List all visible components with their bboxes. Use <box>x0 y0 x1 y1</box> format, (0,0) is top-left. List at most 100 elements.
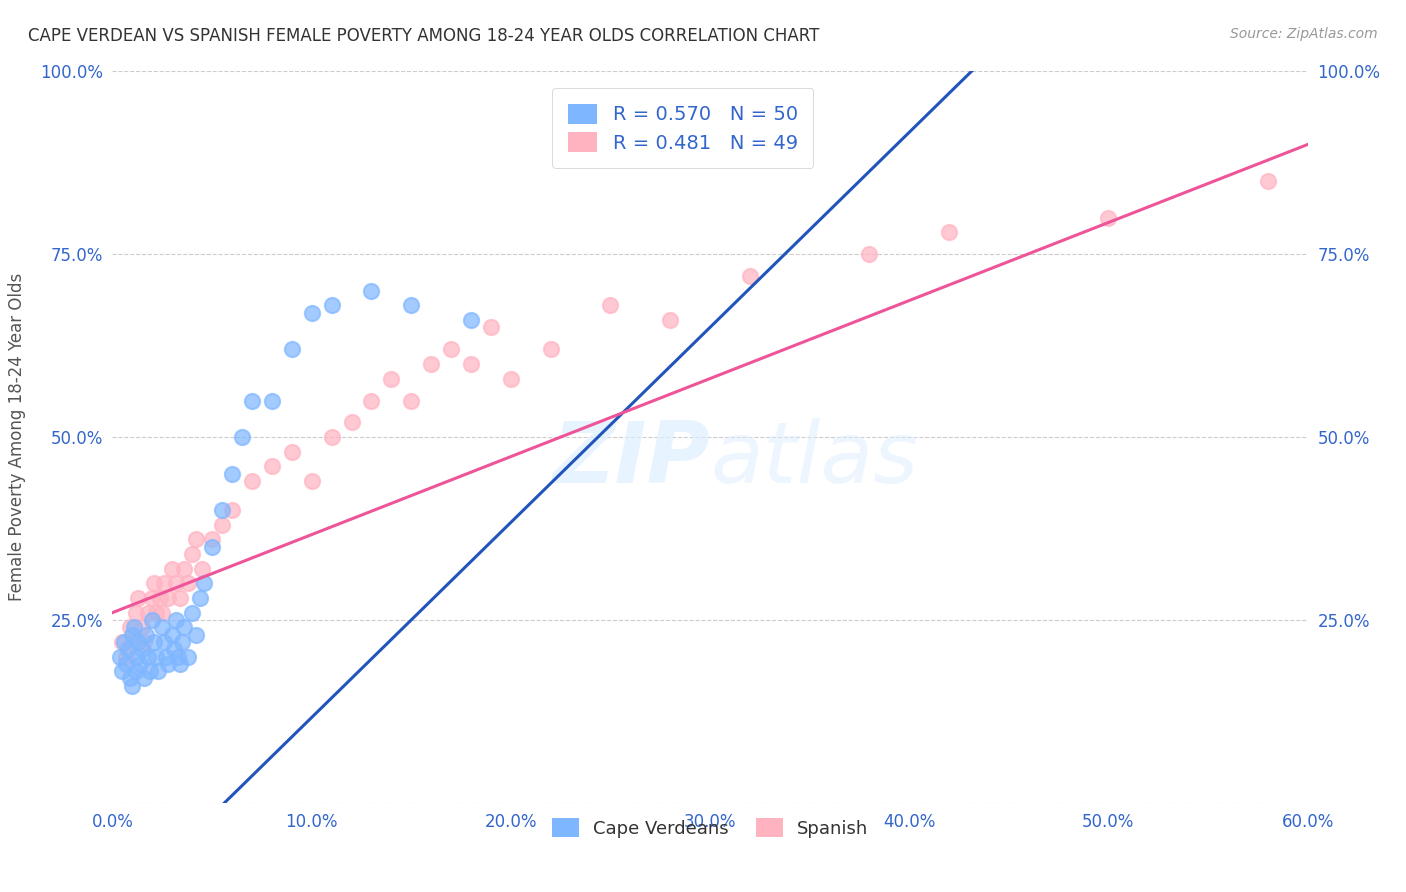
Point <box>360 393 382 408</box>
Point <box>173 620 195 634</box>
Point <box>281 343 304 357</box>
Point <box>162 627 183 641</box>
Point <box>121 679 143 693</box>
Point <box>260 393 283 408</box>
Point <box>120 620 142 634</box>
Point <box>380 371 402 385</box>
Point <box>149 591 172 605</box>
Point <box>150 620 173 634</box>
Point <box>301 474 323 488</box>
Point <box>111 664 134 678</box>
Point <box>172 635 194 649</box>
Point <box>127 635 149 649</box>
Point <box>157 657 180 671</box>
Text: Source: ZipAtlas.com: Source: ZipAtlas.com <box>1230 27 1378 41</box>
Point <box>186 533 208 547</box>
Point <box>110 649 132 664</box>
Point <box>858 247 880 261</box>
Point <box>165 576 187 591</box>
Legend: Cape Verdeans, Spanish: Cape Verdeans, Spanish <box>537 804 883 852</box>
Point <box>460 313 482 327</box>
Point <box>659 313 682 327</box>
Point <box>169 591 191 605</box>
Point <box>165 613 187 627</box>
Point <box>129 657 152 671</box>
Point <box>125 606 148 620</box>
Point <box>479 320 502 334</box>
Point <box>127 591 149 605</box>
Point <box>340 416 363 430</box>
Point <box>138 606 160 620</box>
Point <box>145 606 167 620</box>
Point <box>177 649 200 664</box>
Point <box>211 503 233 517</box>
Point <box>186 627 208 641</box>
Point <box>134 635 156 649</box>
Point <box>240 393 263 408</box>
Point <box>120 672 142 686</box>
Point <box>115 657 138 671</box>
Point <box>134 672 156 686</box>
Point <box>440 343 463 357</box>
Point <box>301 306 323 320</box>
Point <box>143 576 166 591</box>
Point <box>540 343 562 357</box>
Point <box>153 635 176 649</box>
Point <box>281 444 304 458</box>
Point <box>193 576 215 591</box>
Point <box>131 620 153 634</box>
Point <box>938 225 960 239</box>
Point <box>260 459 283 474</box>
Point <box>117 642 139 657</box>
Point <box>157 591 180 605</box>
Point <box>138 649 160 664</box>
Point <box>201 540 224 554</box>
Point <box>163 642 186 657</box>
Point <box>153 576 176 591</box>
Text: ZIP: ZIP <box>553 417 710 500</box>
Point <box>121 635 143 649</box>
Point <box>499 371 522 385</box>
Point <box>121 627 143 641</box>
Point <box>1097 211 1119 225</box>
Point <box>169 657 191 671</box>
Point <box>148 664 170 678</box>
Point <box>181 547 204 561</box>
Point <box>191 562 214 576</box>
Text: CAPE VERDEAN VS SPANISH FEMALE POVERTY AMONG 18-24 YEAR OLDS CORRELATION CHART: CAPE VERDEAN VS SPANISH FEMALE POVERTY A… <box>28 27 820 45</box>
Point <box>401 393 423 408</box>
Point <box>599 298 621 312</box>
Point <box>125 649 148 664</box>
Point <box>173 562 195 576</box>
Point <box>240 474 263 488</box>
Point <box>141 613 163 627</box>
Point <box>131 642 153 657</box>
Point <box>201 533 224 547</box>
Point <box>231 430 253 444</box>
Y-axis label: Female Poverty Among 18-24 Year Olds: Female Poverty Among 18-24 Year Olds <box>8 273 25 601</box>
Point <box>145 649 167 664</box>
Point <box>221 503 243 517</box>
Point <box>401 298 423 312</box>
Point <box>167 649 190 664</box>
Point <box>460 357 482 371</box>
Point <box>125 664 148 678</box>
Point <box>181 606 204 620</box>
Point <box>321 430 343 444</box>
Text: atlas: atlas <box>710 417 918 500</box>
Point <box>162 562 183 576</box>
Point <box>114 635 135 649</box>
Point <box>211 517 233 532</box>
Point <box>177 576 200 591</box>
Point <box>115 649 138 664</box>
Point <box>143 635 166 649</box>
Point <box>221 467 243 481</box>
Point <box>360 284 382 298</box>
Point <box>155 649 177 664</box>
Point <box>124 620 146 634</box>
Point <box>420 357 443 371</box>
Point <box>135 627 157 641</box>
Point <box>1257 174 1279 188</box>
Point <box>139 664 162 678</box>
Point <box>111 635 134 649</box>
